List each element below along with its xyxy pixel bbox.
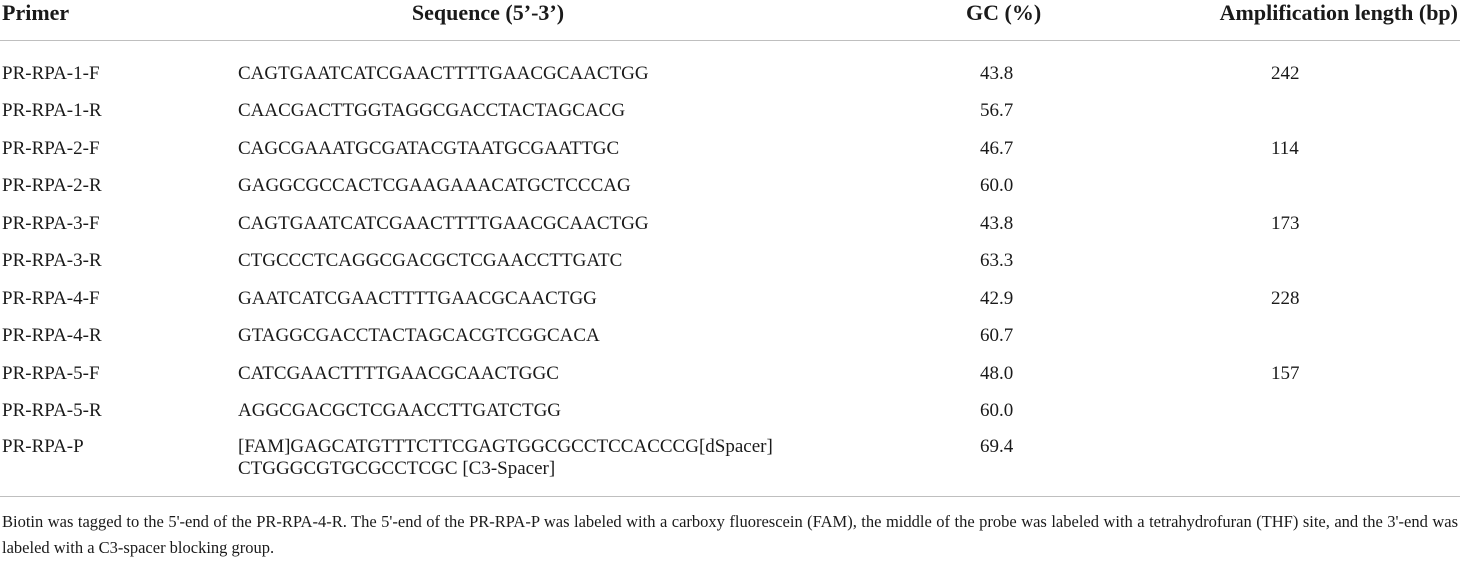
- cell-amplification: [1104, 93, 1460, 131]
- cell-primer: PR-RPA-P: [0, 430, 222, 497]
- cell-gc: 43.8: [980, 62, 1014, 84]
- sequence-line-1: [FAM]GAGCATGTTTCTTCGAGTGGCGCCTCCACCCG[dS…: [238, 436, 773, 457]
- header-sequence: Sequence (5’-3’): [222, 0, 914, 41]
- cell-gc: 60.0: [980, 400, 1014, 422]
- table-row: PR-RPA-5-F CATCGAACTTTTGAACGCAACTGGC 48.…: [0, 355, 1460, 393]
- cell-primer: PR-RPA-1-F: [2, 62, 100, 84]
- cell-amplification: 242: [1271, 62, 1300, 84]
- table-row: PR-RPA-1-R CAACGACTTGGTAGGCGACCTACTAGCAC…: [0, 93, 1460, 131]
- cell-amplification: 157: [1271, 362, 1300, 384]
- cell-amplification: [1104, 168, 1460, 206]
- cell-amplification: [1104, 393, 1460, 431]
- header-primer: Primer: [0, 0, 222, 41]
- cell-gc: 56.7: [980, 100, 1014, 122]
- cell-sequence: CTGCCCTCAGGCGACGCTCGAACCTTGATC: [238, 250, 623, 272]
- cell-gc: 69.4: [914, 430, 1104, 497]
- cell-amplification: [1104, 318, 1460, 356]
- table-row: PR-RPA-5-R AGGCGACGCTCGAACCTTGATCTGG 60.…: [0, 393, 1460, 431]
- cell-gc: 48.0: [980, 362, 1014, 384]
- cell-gc: 60.0: [980, 175, 1014, 197]
- cell-gc: 43.8: [980, 212, 1014, 234]
- cell-amplification: [1104, 430, 1460, 497]
- table-header-row: Primer Sequence (5’-3’) GC (%) Amplifica…: [0, 0, 1460, 41]
- cell-amplification: 173: [1271, 212, 1300, 234]
- table-row: PR-RPA-2-F CAGCGAAATGCGATACGTAATGCGAATTG…: [0, 130, 1460, 168]
- cell-sequence: AGGCGACGCTCGAACCTTGATCTGG: [238, 400, 562, 422]
- primer-table-container: Primer Sequence (5’-3’) GC (%) Amplifica…: [0, 0, 1460, 557]
- table-row: PR-RPA-3-R CTGCCCTCAGGCGACGCTCGAACCTTGAT…: [0, 243, 1460, 281]
- cell-gc: 42.9: [980, 287, 1014, 309]
- cell-primer: PR-RPA-2-R: [2, 175, 102, 197]
- cell-sequence: GTAGGCGACCTACTAGCACGTCGGCACA: [238, 325, 600, 347]
- header-gc: GC (%): [914, 0, 1104, 41]
- cell-primer: PR-RPA-2-F: [2, 137, 100, 159]
- primer-table: Primer Sequence (5’-3’) GC (%) Amplifica…: [0, 0, 1460, 497]
- sequence-line-2: CTGGGCGTGCGCCTCGC [C3-Spacer]: [238, 458, 556, 479]
- table-row: PR-RPA-4-F GAATCATCGAACTTTTGAACGCAACTGG …: [0, 280, 1460, 318]
- header-amplification: Amplification length (bp): [1104, 0, 1460, 41]
- cell-primer: PR-RPA-5-R: [2, 400, 102, 422]
- cell-amplification: 228: [1271, 287, 1300, 309]
- cell-primer: PR-RPA-4-F: [2, 287, 100, 309]
- cell-sequence: CAGTGAATCATCGAACTTTTGAACGCAACTGG: [238, 62, 649, 84]
- table-row: PR-RPA-4-R GTAGGCGACCTACTAGCACGTCGGCACA …: [0, 318, 1460, 356]
- cell-sequence: CAGCGAAATGCGATACGTAATGCGAATTGC: [238, 137, 620, 159]
- cell-gc: 60.7: [980, 325, 1014, 347]
- cell-primer: PR-RPA-3-F: [2, 212, 100, 234]
- cell-amplification: 114: [1271, 137, 1299, 159]
- cell-gc: 46.7: [980, 137, 1014, 159]
- table-row: PR-RPA-1-F CAGTGAATCATCGAACTTTTGAACGCAAC…: [0, 41, 1460, 93]
- cell-sequence: CATCGAACTTTTGAACGCAACTGGC: [238, 362, 559, 384]
- table-row-probe: PR-RPA-P [FAM]GAGCATGTTTCTTCGAGTGGCGCCTC…: [0, 430, 1460, 497]
- table-row: PR-RPA-3-F CAGTGAATCATCGAACTTTTGAACGCAAC…: [0, 205, 1460, 243]
- table-row: PR-RPA-2-R GAGGCGCCACTCGAAGAAACATGCTCCCA…: [0, 168, 1460, 206]
- cell-primer: PR-RPA-4-R: [2, 325, 102, 347]
- cell-sequence: CAGTGAATCATCGAACTTTTGAACGCAACTGG: [238, 212, 649, 234]
- cell-primer: PR-RPA-1-R: [2, 100, 102, 122]
- cell-primer: PR-RPA-5-F: [2, 362, 100, 384]
- cell-amplification: [1104, 243, 1460, 281]
- cell-sequence: [FAM]GAGCATGTTTCTTCGAGTGGCGCCTCCACCCG[dS…: [222, 430, 914, 497]
- cell-gc: 63.3: [980, 250, 1014, 272]
- cell-sequence: GAGGCGCCACTCGAAGAAACATGCTCCCAG: [238, 175, 631, 197]
- table-body: PR-RPA-1-F CAGTGAATCATCGAACTTTTGAACGCAAC…: [0, 41, 1460, 497]
- cell-sequence: CAACGACTTGGTAGGCGACCTACTAGCACG: [238, 100, 626, 122]
- cell-primer: PR-RPA-3-R: [2, 250, 102, 272]
- cell-sequence: GAATCATCGAACTTTTGAACGCAACTGG: [238, 287, 597, 309]
- table-footnote: Biotin was tagged to the 5'-end of the P…: [2, 512, 1458, 557]
